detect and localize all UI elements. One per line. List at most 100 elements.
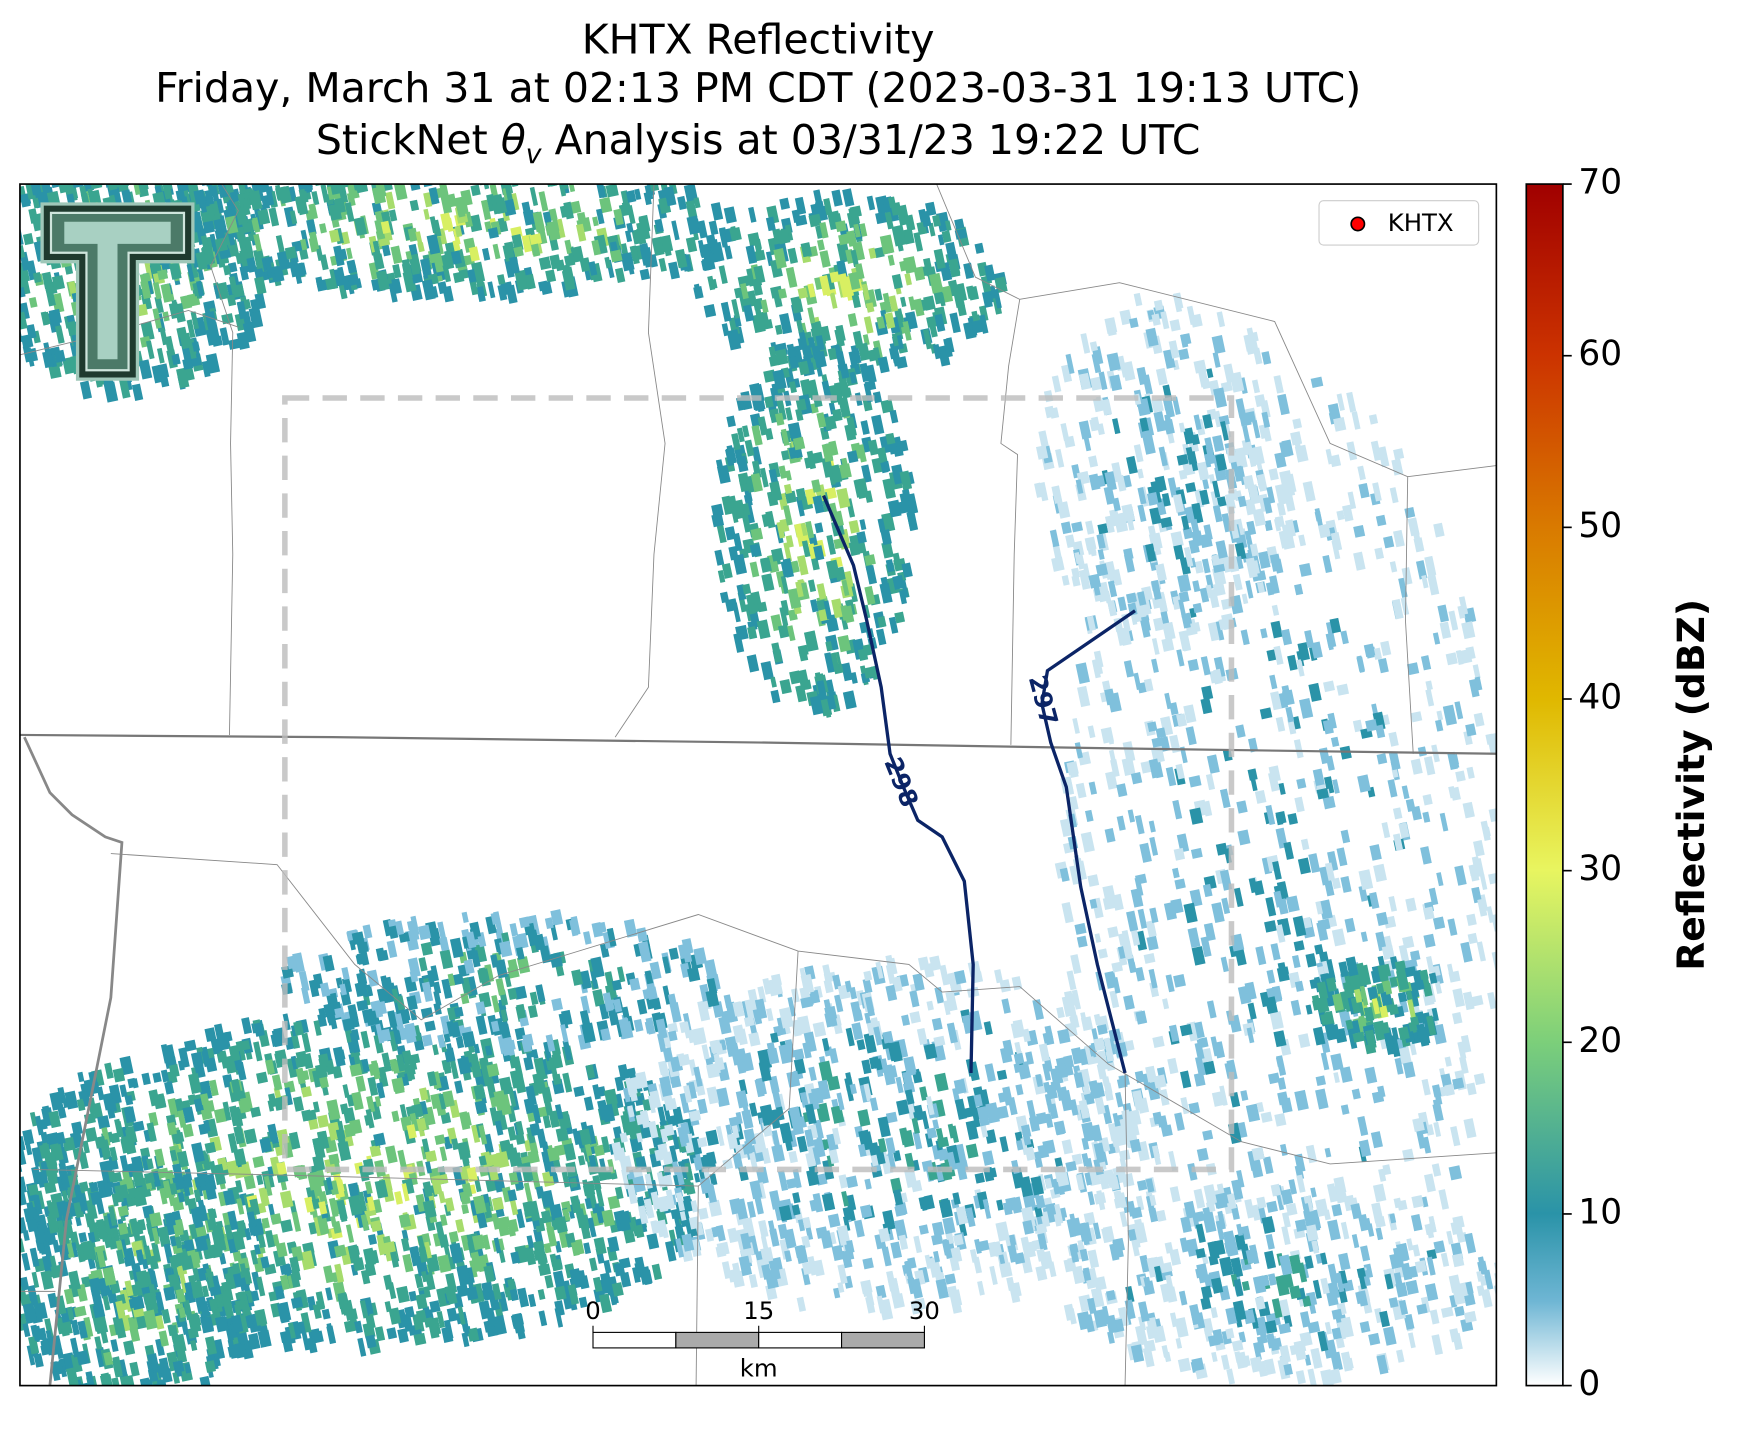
radar-echo bbox=[505, 284, 518, 304]
radar-echo bbox=[158, 368, 170, 388]
radar-echo bbox=[974, 242, 985, 254]
radar-echo bbox=[807, 283, 816, 298]
radar-echo bbox=[111, 154, 121, 170]
radar-echo bbox=[639, 246, 654, 266]
radar-echo bbox=[200, 1108, 213, 1121]
radar-echo bbox=[131, 383, 144, 401]
radar-echo bbox=[19, 336, 21, 357]
radar-echo bbox=[301, 184, 313, 192]
radar-echo bbox=[346, 259, 357, 274]
radar-echo bbox=[723, 206, 737, 224]
radar-echo bbox=[435, 165, 443, 176]
radar-echo bbox=[392, 184, 403, 185]
radar-echo bbox=[677, 195, 687, 211]
radar-echo bbox=[563, 254, 576, 267]
radar-echo bbox=[319, 223, 327, 234]
radar-echo bbox=[529, 186, 539, 206]
radar-echo bbox=[454, 225, 463, 238]
radar-echo bbox=[1264, 920, 1277, 933]
radar-echo bbox=[849, 205, 862, 218]
radar-echo bbox=[169, 161, 181, 176]
radar-echo bbox=[48, 167, 60, 181]
radar-echo bbox=[634, 188, 642, 201]
radar-echo bbox=[701, 259, 713, 271]
radar-echo bbox=[779, 197, 790, 210]
radar-echo bbox=[256, 1071, 269, 1084]
radar-echo bbox=[257, 208, 271, 225]
radar-echo bbox=[1336, 683, 1350, 696]
radar-echo bbox=[651, 236, 665, 256]
radar-echo bbox=[19, 311, 28, 330]
radar-echo bbox=[325, 277, 337, 291]
radar-echo bbox=[219, 327, 230, 346]
radar-echo bbox=[195, 251, 208, 271]
radar-echo bbox=[413, 1332, 427, 1346]
radar-echo bbox=[202, 220, 216, 234]
radar-echo bbox=[346, 247, 353, 260]
radar-echo bbox=[249, 190, 263, 211]
radar-echo bbox=[808, 213, 822, 228]
radar-echo bbox=[401, 258, 413, 280]
radar-echo bbox=[863, 666, 877, 679]
radar-echo bbox=[492, 243, 501, 260]
radar-echo bbox=[227, 262, 238, 273]
radar-echo bbox=[643, 191, 652, 206]
radar-echo bbox=[164, 335, 176, 357]
radar-echo bbox=[201, 360, 211, 378]
radar-echo bbox=[246, 257, 257, 273]
radar-echo bbox=[347, 273, 360, 287]
radar-echo bbox=[20, 334, 34, 349]
radar-echo bbox=[19, 192, 21, 210]
radar-echo bbox=[190, 311, 200, 330]
radar-echo bbox=[145, 340, 155, 360]
radar-echo bbox=[299, 238, 308, 251]
radar-echo bbox=[209, 233, 218, 252]
radar-echo bbox=[460, 189, 473, 207]
radar-echo bbox=[28, 296, 38, 308]
radar-echo bbox=[235, 226, 246, 241]
radar-echo bbox=[529, 233, 543, 246]
radar-echo bbox=[316, 279, 329, 292]
radar-echo bbox=[774, 324, 783, 335]
radar-echo bbox=[154, 296, 164, 314]
radar-echo bbox=[595, 184, 607, 199]
radar-echo bbox=[2, 249, 14, 265]
radar-echo bbox=[424, 1150, 438, 1163]
radar-echo bbox=[11, 332, 19, 345]
radar-echo bbox=[265, 190, 275, 206]
radar-echo bbox=[102, 1388, 113, 1404]
analysis-symbol: θ bbox=[501, 116, 526, 164]
radar-echo bbox=[138, 359, 153, 380]
radar-echo bbox=[380, 220, 391, 234]
radar-echo bbox=[467, 269, 477, 283]
radar-echo bbox=[949, 312, 961, 334]
radar-echo bbox=[126, 168, 133, 181]
radar-echo bbox=[654, 218, 664, 233]
radar-echo bbox=[596, 208, 605, 225]
radar-echo bbox=[555, 259, 566, 272]
radar-echo bbox=[450, 250, 462, 265]
radar-echo bbox=[253, 233, 263, 252]
radar-echo bbox=[420, 258, 433, 280]
radar-echo bbox=[96, 150, 106, 170]
radar-echo bbox=[1365, 719, 1378, 732]
radar-echo bbox=[176, 367, 190, 389]
radar-echo bbox=[835, 220, 847, 233]
subtitle: Friday, March 31 at 02:13 PM CDT (2023-0… bbox=[155, 64, 1361, 112]
radar-echo bbox=[156, 347, 165, 364]
radar-echo bbox=[1107, 926, 1119, 938]
radar-echo bbox=[334, 1244, 347, 1258]
radar-echo bbox=[337, 266, 346, 281]
radar-echo bbox=[353, 216, 368, 236]
radar-echo bbox=[504, 184, 513, 202]
radar-echo bbox=[273, 265, 285, 283]
radar-echo bbox=[862, 1257, 874, 1270]
radar-echo bbox=[160, 283, 173, 303]
radar-echo bbox=[290, 1296, 304, 1309]
radar-echo bbox=[163, 160, 174, 177]
radar-echo bbox=[160, 184, 173, 191]
radar-echo bbox=[204, 1141, 217, 1154]
radar-echo bbox=[152, 191, 166, 205]
radar-echo bbox=[388, 282, 398, 303]
radar-echo bbox=[1293, 940, 1305, 952]
